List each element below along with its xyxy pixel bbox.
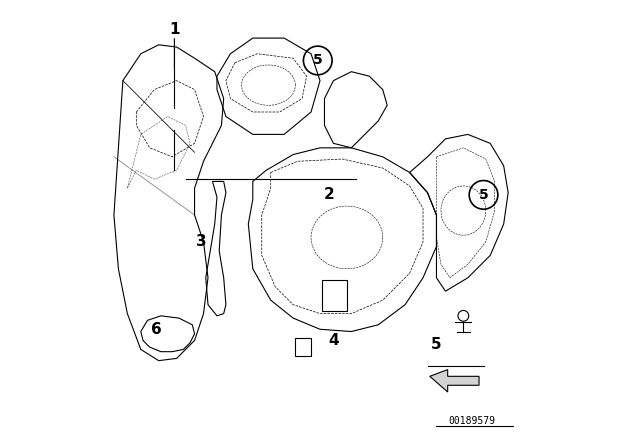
Bar bbox=[323, 280, 347, 311]
Polygon shape bbox=[430, 370, 479, 392]
Text: 5: 5 bbox=[431, 337, 442, 353]
Text: 3: 3 bbox=[196, 234, 207, 250]
Text: 00189579: 00189579 bbox=[449, 416, 496, 426]
Text: 5: 5 bbox=[479, 188, 488, 202]
Text: 1: 1 bbox=[169, 22, 180, 37]
Text: 6: 6 bbox=[151, 322, 162, 337]
Text: 2: 2 bbox=[324, 187, 334, 202]
Text: 4: 4 bbox=[328, 333, 339, 348]
Bar bbox=[296, 338, 311, 356]
Text: 5: 5 bbox=[313, 53, 323, 68]
